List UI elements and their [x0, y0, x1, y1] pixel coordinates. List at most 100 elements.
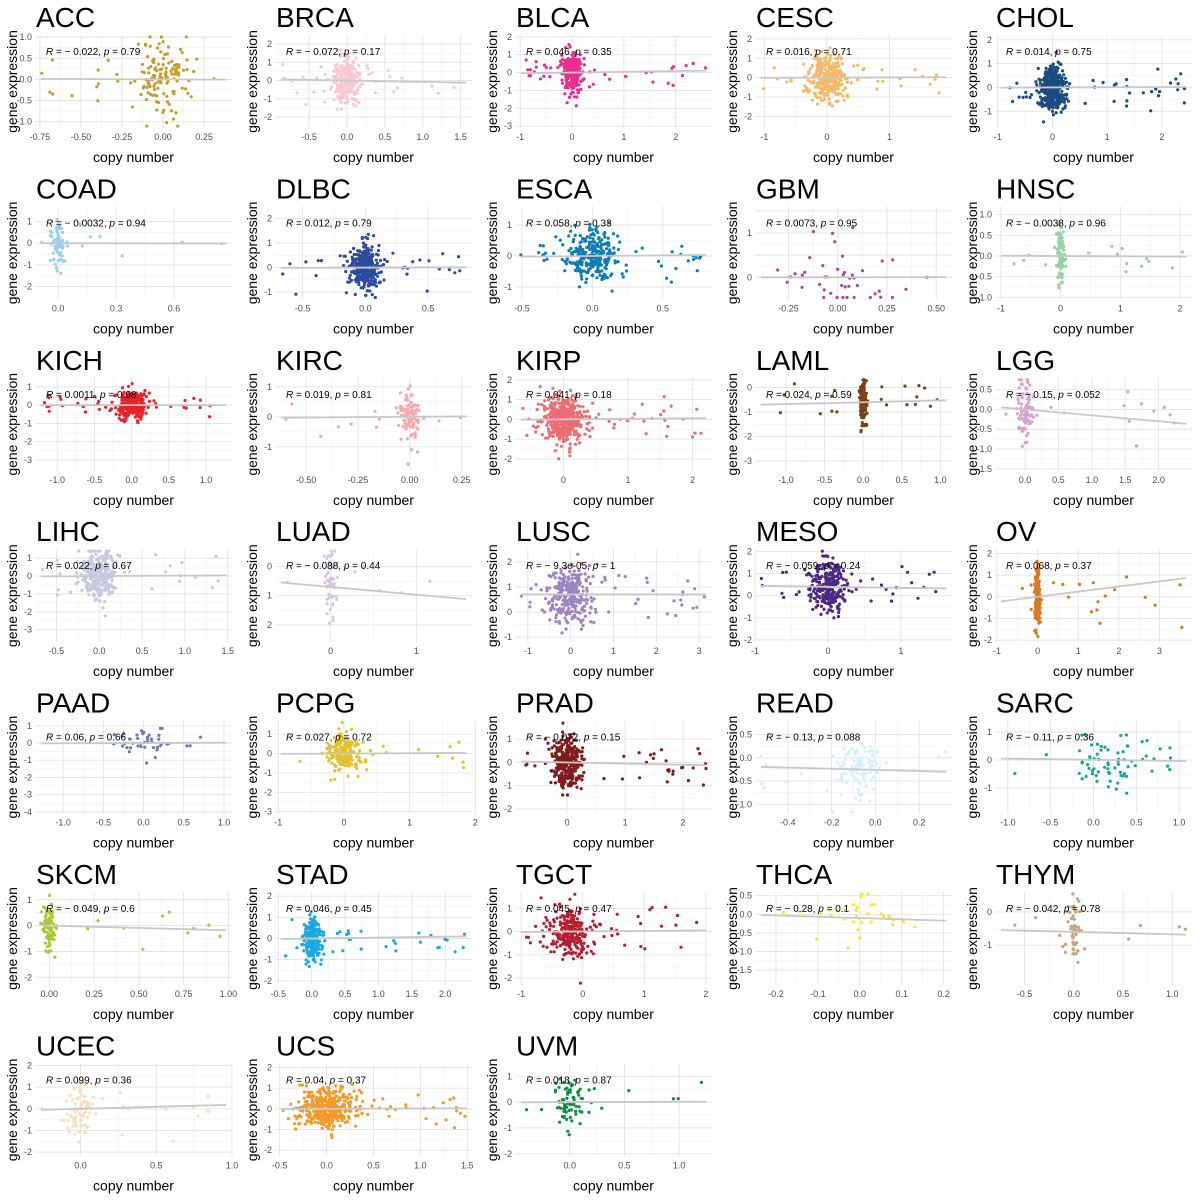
data-point	[1149, 109, 1153, 113]
data-point	[554, 426, 559, 430]
data-point	[156, 80, 160, 84]
data-point	[365, 289, 369, 293]
data-point	[585, 409, 590, 413]
data-point	[859, 392, 863, 396]
data-point	[861, 398, 865, 402]
data-point	[829, 291, 833, 295]
data-point	[574, 429, 578, 433]
data-point	[339, 100, 343, 104]
data-point	[545, 257, 549, 261]
x-axis-label: copy number	[813, 320, 894, 336]
data-point	[565, 258, 569, 262]
data-point	[624, 263, 628, 267]
data-point	[374, 425, 378, 429]
gridlines	[995, 35, 1192, 128]
data-point	[820, 49, 824, 53]
data-point	[573, 58, 577, 62]
data-point	[564, 426, 568, 430]
y-tick-label: -1	[24, 260, 32, 270]
data-point	[832, 62, 836, 66]
data-point	[364, 293, 368, 297]
data-point	[801, 89, 806, 93]
data-point	[340, 85, 344, 89]
data-point	[350, 97, 354, 101]
data-point	[571, 411, 576, 416]
data-points	[1004, 378, 1176, 448]
data-points	[40, 549, 220, 618]
y-tick-label: -2	[24, 607, 32, 617]
data-point	[181, 68, 186, 72]
y-tick-label: 0.0	[979, 404, 992, 414]
y-tick-label: 0	[27, 400, 32, 410]
data-point	[1110, 244, 1114, 248]
data-point	[672, 599, 676, 603]
y-axis-label: gene expression	[244, 30, 260, 133]
data-point	[578, 53, 582, 57]
data-point	[378, 258, 383, 263]
data-point	[558, 405, 562, 409]
data-point	[355, 92, 359, 96]
data-point	[136, 42, 140, 46]
y-tick-label: 1	[267, 238, 272, 248]
data-point	[425, 289, 429, 293]
data-point	[165, 75, 169, 79]
data-point	[365, 64, 369, 68]
data-point	[50, 58, 55, 62]
data-point	[1124, 270, 1128, 274]
data-point	[819, 612, 823, 617]
data-point	[816, 81, 820, 85]
data-point	[579, 274, 583, 278]
data-point	[327, 579, 331, 584]
y-tick-label: 2	[267, 214, 272, 224]
data-point	[557, 610, 561, 614]
data-point	[1017, 95, 1021, 99]
data-point	[785, 280, 789, 284]
data-point	[569, 404, 574, 408]
data-point	[347, 84, 351, 88]
data-point	[590, 274, 594, 278]
data-point	[385, 259, 389, 264]
data-point	[304, 260, 308, 264]
data-point	[1091, 78, 1095, 83]
data-point	[833, 80, 838, 85]
data-point	[826, 93, 830, 97]
y-tick-label: 0.5	[979, 230, 992, 240]
y-tick-label: 0	[267, 76, 272, 86]
data-point	[330, 594, 334, 598]
data-point	[345, 259, 349, 263]
data-point	[146, 66, 150, 70]
data-point	[579, 619, 583, 623]
data-point	[316, 259, 320, 263]
data-point	[814, 48, 818, 52]
data-points	[40, 35, 216, 128]
panel-title: CHOL	[996, 2, 1074, 33]
data-point	[1044, 76, 1048, 80]
data-point	[105, 552, 109, 556]
data-point	[1017, 426, 1021, 430]
data-point	[577, 577, 581, 581]
data-point	[1134, 444, 1139, 448]
data-point	[565, 401, 569, 405]
data-point	[591, 237, 595, 241]
data-point	[176, 124, 180, 128]
data-point	[114, 412, 118, 416]
x-tick-label: 2	[673, 132, 678, 142]
data-point	[304, 103, 308, 107]
data-point	[430, 84, 434, 88]
data-point	[1047, 107, 1051, 111]
data-point	[356, 253, 361, 257]
data-point	[133, 79, 137, 83]
data-point	[357, 280, 361, 285]
data-point	[106, 588, 111, 593]
y-tick-label: 1	[27, 217, 32, 227]
data-point	[1021, 95, 1025, 99]
data-point	[40, 567, 45, 572]
data-point	[566, 61, 570, 65]
data-point	[560, 53, 564, 57]
data-point	[164, 66, 168, 70]
data-point	[405, 437, 409, 441]
data-point	[568, 67, 572, 71]
data-point	[576, 75, 580, 79]
data-point	[821, 87, 825, 91]
data-point	[822, 57, 826, 61]
